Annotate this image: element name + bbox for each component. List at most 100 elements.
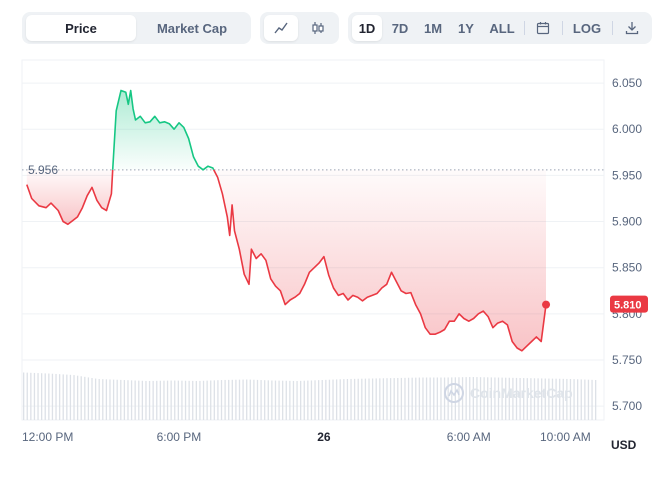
- chart-type-toggle: [260, 12, 339, 44]
- volume-bar: [289, 380, 291, 420]
- calendar-icon: [536, 22, 550, 35]
- x-tick-label: 26: [317, 430, 331, 444]
- volume-bar: [523, 378, 525, 420]
- watermark-text: CoinMarketCap: [470, 385, 573, 401]
- volume-bar: [375, 378, 377, 420]
- y-tick-label: 6.050: [612, 76, 642, 90]
- volume-bar: [332, 379, 334, 420]
- range-7d[interactable]: 7D: [391, 20, 409, 36]
- volume-bar: [62, 374, 64, 420]
- range-all[interactable]: ALL: [489, 20, 515, 36]
- volume-bar: [170, 380, 172, 420]
- range-1y[interactable]: 1Y: [458, 20, 474, 36]
- volume-bar: [465, 377, 467, 420]
- volume-bar: [256, 379, 259, 420]
- volume-bar: [159, 380, 162, 420]
- volume-bar: [350, 378, 352, 420]
- volume-bar: [411, 377, 413, 420]
- volume-bar: [282, 380, 284, 420]
- volume-bar: [433, 377, 435, 420]
- currency-label: USD: [611, 438, 637, 452]
- volume-bar: [66, 374, 68, 420]
- volume-bar: [199, 380, 201, 420]
- volume-bar: [577, 379, 579, 420]
- volume-bar: [479, 377, 482, 420]
- volume-bar: [505, 377, 507, 420]
- volume-bar: [242, 379, 244, 420]
- volume-bar: [177, 380, 179, 420]
- volume-bar: [296, 380, 298, 420]
- tab-market-cap[interactable]: Market Cap: [156, 20, 228, 36]
- log-scale-button[interactable]: LOG: [572, 20, 602, 36]
- y-axis-ticks: 6.050 6.000 5.950 5.900 5.850 5.800 5.750 5.700: [612, 76, 642, 413]
- volume-bar: [112, 379, 115, 420]
- volume-bar: [235, 379, 237, 420]
- last-price-badge: [610, 295, 648, 313]
- volume-bar: [328, 379, 331, 420]
- volume-bar: [87, 377, 90, 420]
- y-tick-label: 5.850: [612, 261, 642, 275]
- volume-bar: [213, 380, 215, 420]
- volume-bar: [314, 380, 316, 420]
- volume-bar: [508, 377, 510, 420]
- volume-bar: [389, 378, 392, 420]
- volume-bar: [544, 378, 546, 420]
- volume-bar: [447, 377, 449, 420]
- volume-bar: [422, 377, 424, 420]
- volume-bar: [217, 380, 219, 420]
- tab-price[interactable]: Price: [26, 15, 136, 41]
- volume-bar: [483, 377, 485, 420]
- y-tick-label: 5.700: [612, 399, 642, 413]
- volume-bar: [487, 377, 489, 420]
- volume-bar: [343, 379, 345, 420]
- volume-bar: [44, 373, 46, 420]
- volume-bar: [404, 377, 406, 420]
- volume-bar: [271, 380, 273, 420]
- toolbar-divider: [524, 21, 525, 35]
- volume-bar: [206, 380, 208, 420]
- volume-bar: [30, 372, 32, 420]
- volume-bar: [120, 379, 122, 420]
- volume-bar: [595, 380, 597, 420]
- volume-bar: [541, 378, 543, 420]
- volume-bar: [551, 378, 554, 420]
- volume-bar: [526, 378, 528, 420]
- plot-frame: [21, 59, 605, 421]
- volume-bar: [152, 380, 154, 420]
- line-chart-button[interactable]: [264, 15, 298, 41]
- range-1d[interactable]: 1D: [352, 15, 382, 41]
- volume-bar: [163, 380, 165, 420]
- volume-bar: [102, 379, 104, 420]
- candlestick-button[interactable]: [301, 15, 335, 41]
- volume-bar: [55, 373, 57, 420]
- volume-bar: [512, 377, 514, 420]
- volume-bar: [181, 380, 183, 420]
- volume-bar: [303, 380, 305, 420]
- download-button[interactable]: [618, 15, 646, 41]
- volume-bar: [386, 378, 388, 420]
- volume-bar: [307, 380, 309, 420]
- volume-bar: [407, 377, 410, 420]
- volume-bar: [127, 380, 129, 420]
- volume-bar: [51, 373, 54, 420]
- price-line-down: [26, 169, 114, 226]
- volume-bar: [231, 379, 233, 420]
- x-tick-label: 12:00 PM: [22, 430, 73, 444]
- volume-bar: [192, 380, 194, 420]
- volume-bar: [109, 379, 111, 420]
- volume-bar: [393, 378, 395, 420]
- area-below-reference: [26, 169, 113, 225]
- volume-bar: [278, 380, 280, 420]
- range-1m[interactable]: 1M: [423, 20, 443, 36]
- volume-bar: [23, 372, 25, 420]
- metric-toggle: Price Market Cap: [22, 12, 251, 44]
- calendar-button[interactable]: [530, 15, 556, 41]
- volume-bar: [58, 374, 61, 420]
- last-price-label: 5.810: [614, 300, 642, 312]
- volume-bar: [246, 379, 248, 420]
- coinmarketcap-logo-mark: [448, 388, 460, 397]
- volume-bar: [569, 378, 572, 420]
- volume-bar: [573, 379, 575, 420]
- volume-bar: [264, 380, 266, 420]
